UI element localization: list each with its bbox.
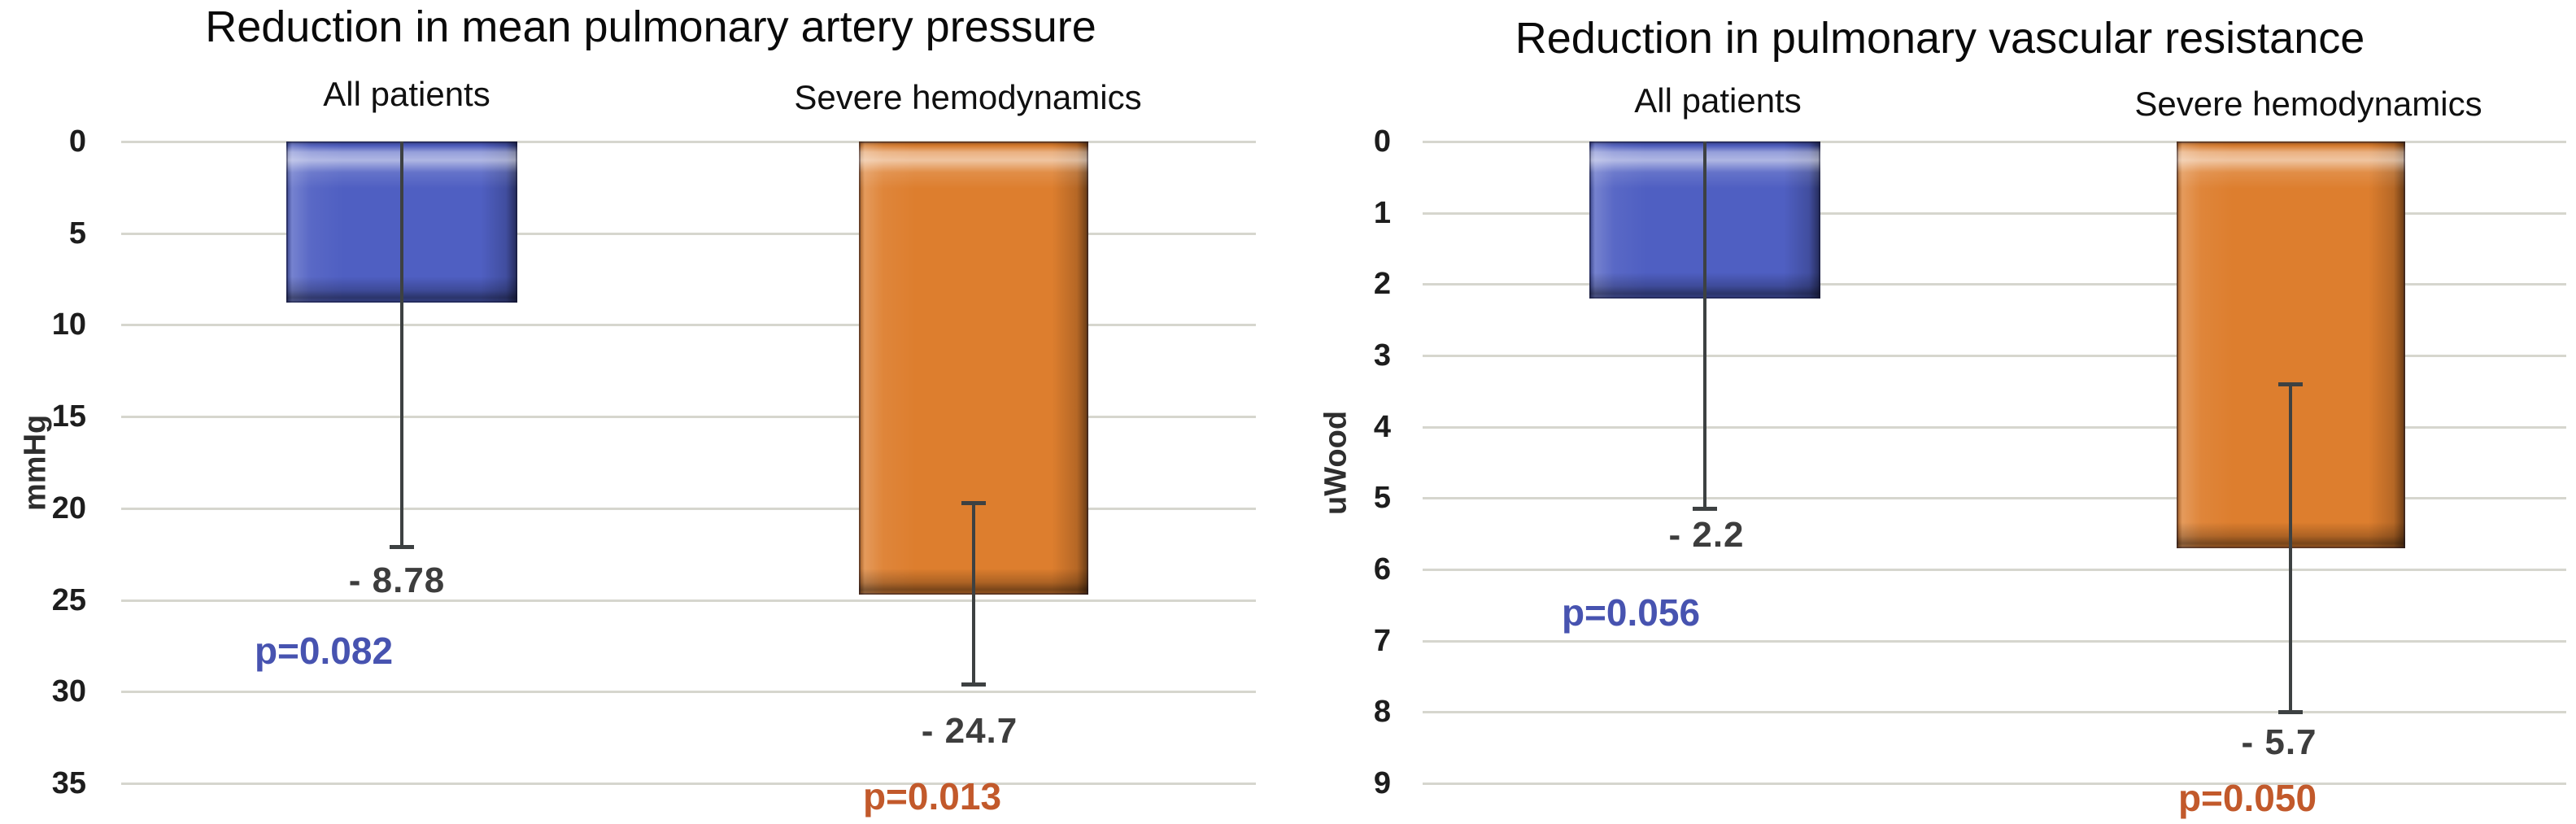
gridline xyxy=(1423,355,2566,357)
gridline xyxy=(1423,141,2566,143)
y-tick-label: 20 xyxy=(51,490,86,525)
error-bar-cap-bottom xyxy=(961,682,986,687)
error-bar-line xyxy=(972,503,975,685)
gridline xyxy=(121,416,1256,419)
gridline xyxy=(1423,283,2566,286)
error-bar-cap-top xyxy=(961,501,986,506)
error-bar-cap-bottom xyxy=(2278,710,2303,715)
y-tick-label: 5 xyxy=(1373,481,1391,516)
error-bar-cap-top xyxy=(2278,382,2303,387)
value-label: - 2.2 xyxy=(1668,515,1745,555)
p-value-label: p=0.050 xyxy=(2177,777,2317,819)
gridline xyxy=(121,232,1256,235)
y-tick-label: 15 xyxy=(51,399,86,434)
error-bar-cap-bottom xyxy=(390,545,414,550)
error-bar-cap-bottom xyxy=(1693,507,1717,512)
category-label-severe-hemodynamics: Severe hemodynamics xyxy=(2134,85,2482,123)
gridline xyxy=(121,599,1256,602)
gridline xyxy=(1423,211,2566,215)
error-bar-line xyxy=(1703,142,1706,509)
category-label-all-patients: All patients xyxy=(323,75,490,113)
gridline xyxy=(1423,711,2566,714)
y-tick-label: 6 xyxy=(1373,552,1391,586)
y-tick-label: 35 xyxy=(51,766,86,800)
value-label: - 8.78 xyxy=(348,560,446,600)
y-tick-label: 30 xyxy=(51,674,86,709)
gridline xyxy=(121,691,1256,694)
error-bar-line xyxy=(400,142,403,547)
y-tick-label: 9 xyxy=(1373,766,1391,800)
gridline xyxy=(1423,569,2566,571)
gridline xyxy=(121,324,1256,327)
y-tick-label: 0 xyxy=(1373,124,1391,159)
error-bar-line xyxy=(2289,384,2292,713)
gridline xyxy=(1423,783,2566,785)
gridline xyxy=(1423,497,2566,500)
y-axis-title: mmHg xyxy=(18,414,53,511)
y-tick-label: 1 xyxy=(1373,195,1391,230)
gridline xyxy=(121,507,1256,510)
y-tick-label: 10 xyxy=(51,307,86,342)
y-tick-label: 25 xyxy=(51,582,86,617)
y-tick-label: 5 xyxy=(68,216,86,251)
gridline xyxy=(1423,639,2566,643)
gridline xyxy=(121,141,1256,143)
value-label: - 24.7 xyxy=(921,711,1018,751)
category-label-severe-hemodynamics: Severe hemodynamics xyxy=(794,78,1142,116)
y-tick-label: 3 xyxy=(1373,338,1391,373)
category-label-all-patients: All patients xyxy=(1634,81,1802,120)
value-label: - 5.7 xyxy=(2241,722,2317,762)
chart-title: Reduction in pulmonary vascular resistan… xyxy=(1515,14,2365,63)
p-value-label: p=0.056 xyxy=(1561,591,1701,634)
gridline xyxy=(1423,425,2566,429)
y-tick-label: 7 xyxy=(1373,623,1391,658)
y-tick-label: 2 xyxy=(1373,267,1391,302)
chart-title: Reduction in mean pulmonary artery press… xyxy=(205,2,1096,51)
y-tick-label: 4 xyxy=(1373,409,1391,444)
gridline xyxy=(121,783,1256,785)
y-tick-label: 0 xyxy=(68,124,86,159)
p-value-label: p=0.082 xyxy=(254,630,394,672)
p-value-label: p=0.013 xyxy=(862,775,1002,817)
y-tick-label: 8 xyxy=(1373,695,1391,730)
